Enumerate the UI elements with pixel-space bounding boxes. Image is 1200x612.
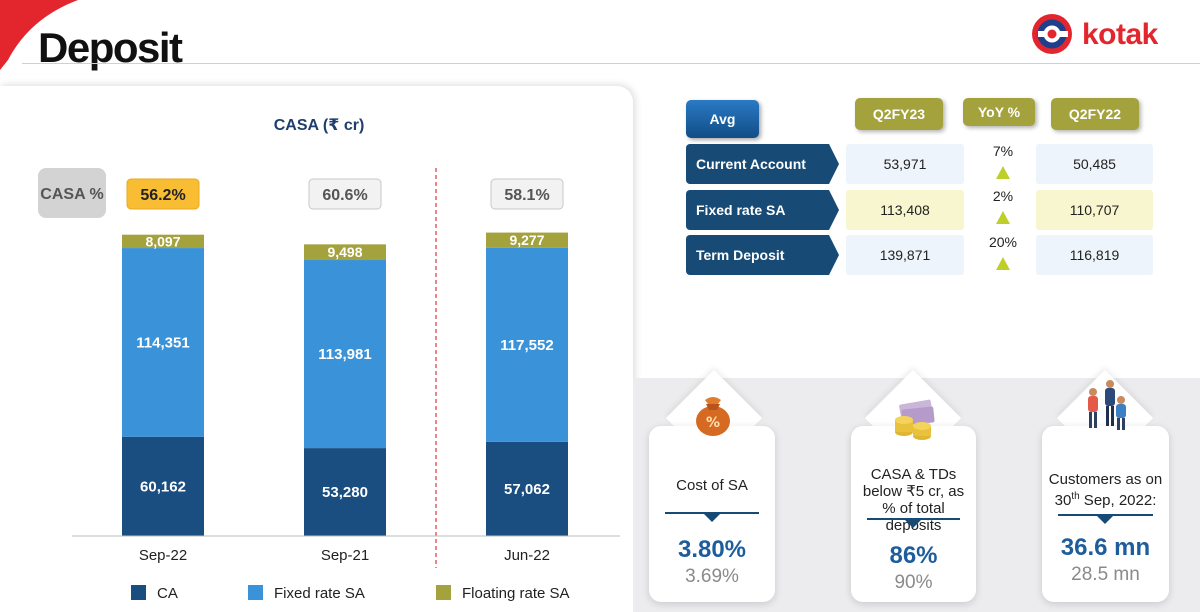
row-label-current-account: Current Account xyxy=(686,144,839,184)
kpi-value: 3.80% xyxy=(677,536,747,563)
data-label: 9,277 xyxy=(509,232,544,248)
pointer-icon xyxy=(905,520,921,528)
casa-stacked-bar-chart: CASA (₹ cr) CASA % 60,162 114,351 8,097 56.2%… xyxy=(38,117,620,602)
term-deposit-q2fy22: 116,819 xyxy=(1036,235,1153,275)
casa-percent-label: CASA % xyxy=(40,186,103,203)
kpi-card-casa-tds: CASA & TDs below ₹5 cr, as % of total de… xyxy=(851,426,976,602)
kpi-label: Cost of SA xyxy=(676,477,748,494)
corner-decoration xyxy=(0,0,78,70)
data-label: 117,552 xyxy=(500,337,553,354)
customers-icon xyxy=(1088,380,1126,430)
up-arrow-icon xyxy=(996,166,1010,179)
chart-title: CASA (₹ cr) xyxy=(274,117,365,134)
x-tick-label: Sep-22 xyxy=(139,547,187,564)
legend-label: CA xyxy=(157,585,178,602)
current-account-yoy: 7% xyxy=(992,143,1014,159)
svg-text:%: % xyxy=(706,415,720,431)
brand-name: kotak xyxy=(1082,18,1158,51)
kpi-previous-value: 3.69% xyxy=(685,566,739,587)
up-arrow-icon xyxy=(996,211,1010,224)
kpi-label-day: 30 xyxy=(1054,492,1072,509)
current-account-q2fy22: 50,485 xyxy=(1036,144,1153,184)
bar-segment-ca xyxy=(486,441,568,536)
data-label: 53,280 xyxy=(322,484,368,501)
title-divider xyxy=(22,63,1200,64)
legend-swatch-floating-rate-sa xyxy=(436,585,451,600)
kpi-label-line1: Customers as on xyxy=(1048,471,1163,488)
up-arrow-icon xyxy=(996,257,1010,270)
x-tick-label: Jun-22 xyxy=(504,547,550,564)
fixed-rate-sa-yoy: 2% xyxy=(992,188,1014,204)
pointer-icon xyxy=(1097,516,1113,524)
header-yoy: YoY % xyxy=(963,98,1035,126)
casa-percent-value: 56.2% xyxy=(140,187,185,204)
kpi-previous-value: 28.5 mn xyxy=(1071,564,1140,585)
current-account-q2fy23: 53,971 xyxy=(846,144,964,184)
bar-segment-fixed-rate-sa xyxy=(486,247,568,442)
casa-percent-value: 58.1% xyxy=(504,187,549,204)
kpi-label-date: Sep, 2022: xyxy=(1079,492,1157,509)
kpi-divider xyxy=(665,512,759,514)
fixed-rate-sa-q2fy23: 113,408 xyxy=(846,190,964,230)
row-label-fixed-rate-sa: Fixed rate SA xyxy=(686,190,839,230)
legend-swatch-ca xyxy=(131,585,146,600)
kpi-card-cost-of-sa: Cost of SA 3.80% 3.69% xyxy=(649,426,775,602)
kpi-divider xyxy=(867,518,960,520)
kpi-value: 86% xyxy=(889,542,938,569)
bar-segment-floating-rate-sa xyxy=(304,244,386,261)
kpi-label: Customers as on 30th Sep, 2022: xyxy=(1048,471,1163,509)
x-tick-label: Sep-21 xyxy=(321,547,369,564)
kpi-value: 36.6 mn xyxy=(1060,534,1151,561)
header-q2fy23: Q2FY23 xyxy=(855,98,943,130)
bar-segment-floating-rate-sa xyxy=(486,232,568,248)
cash-coins-icon xyxy=(895,399,935,440)
casa-percent-badge xyxy=(126,178,200,210)
kotak-logo: kotak xyxy=(1030,12,1170,56)
data-label: 8,097 xyxy=(145,233,180,249)
avg-header: Avg xyxy=(686,100,759,138)
legend-swatch-fixed-rate-sa xyxy=(248,585,263,600)
data-label: 60,162 xyxy=(140,478,186,495)
term-deposit-yoy: 20% xyxy=(988,234,1018,250)
casa-percent-badge xyxy=(490,178,564,210)
data-label: 9,498 xyxy=(327,244,362,260)
kpi-divider xyxy=(1058,514,1153,516)
money-bag-percent-icon: % xyxy=(696,397,730,436)
bar-segment-ca xyxy=(304,448,386,536)
data-label: 57,062 xyxy=(504,481,550,498)
term-deposit-q2fy23: 139,871 xyxy=(846,235,964,275)
pointer-icon xyxy=(704,514,720,522)
page-title: Deposit xyxy=(38,24,183,71)
casa-percent-badge xyxy=(308,178,382,210)
casa-chart-panel: CASA (₹ cr) CASA % 60,162 114,351 8,097 56.2%… xyxy=(0,86,633,612)
legend-label: Fixed rate SA xyxy=(274,585,365,602)
bar-segment-fixed-rate-sa xyxy=(304,260,386,449)
kpi-previous-value: 90% xyxy=(894,572,933,593)
fixed-rate-sa-q2fy22: 110,707 xyxy=(1036,190,1153,230)
kpi-label-ordinal: th xyxy=(1071,491,1080,502)
casa-percent-label-badge xyxy=(38,168,106,218)
casa-percent-value: 60.6% xyxy=(322,187,367,204)
kpi-card-customers: Customers as on 30th Sep, 2022: 36.6 mn … xyxy=(1042,426,1169,602)
kotak-logo-icon xyxy=(1032,14,1072,54)
bar-segment-floating-rate-sa xyxy=(122,234,204,249)
row-label-term-deposit: Term Deposit xyxy=(686,235,839,275)
legend-label: Floating rate SA xyxy=(462,585,570,602)
header-q2fy22: Q2FY22 xyxy=(1051,98,1139,130)
bar-segment-ca xyxy=(122,436,204,536)
bar-segment-fixed-rate-sa xyxy=(122,248,204,437)
data-label: 114,351 xyxy=(136,334,189,351)
data-label: 113,981 xyxy=(318,346,371,363)
